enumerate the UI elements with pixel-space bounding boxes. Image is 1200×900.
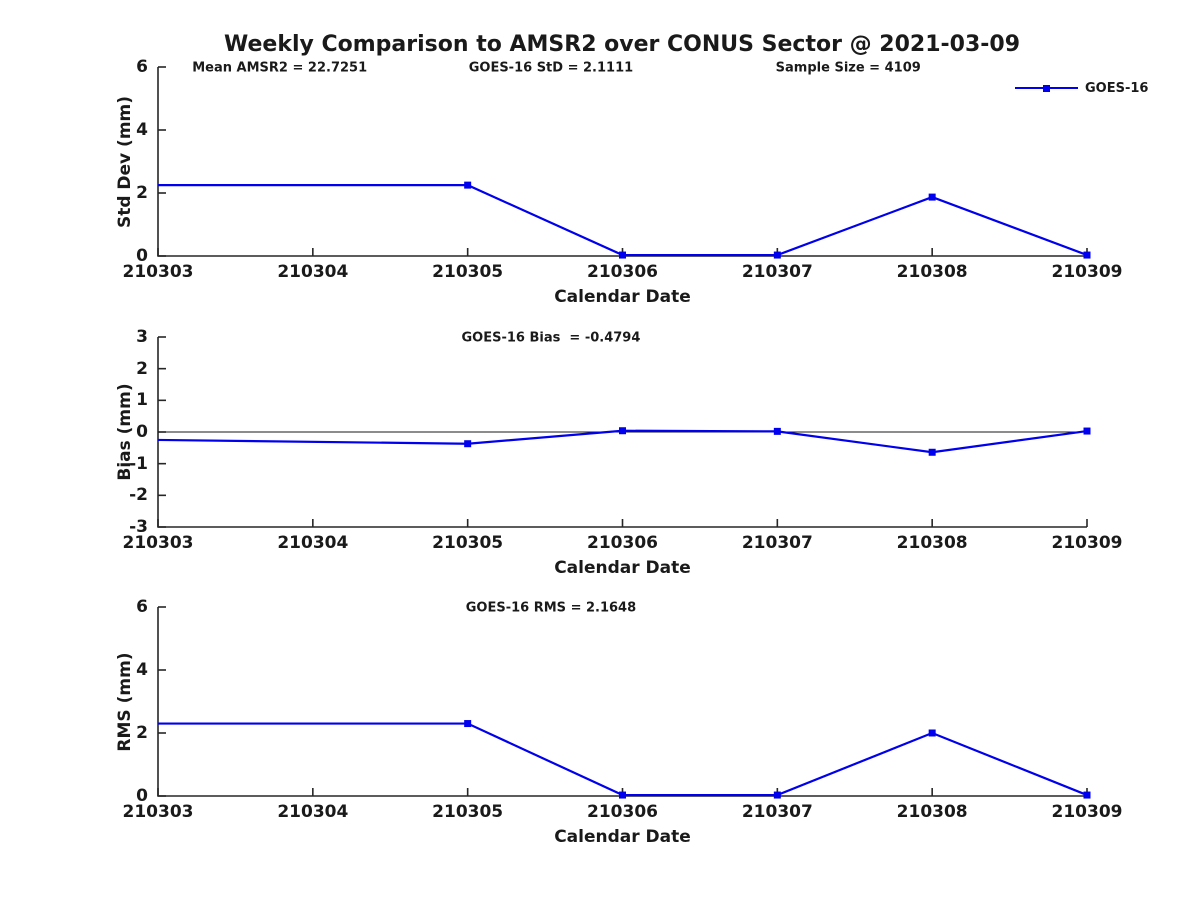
- y-axis-title: RMS (mm): [115, 651, 135, 752]
- x-tick-label: 210309: [1051, 262, 1123, 282]
- y-tick-label: -2: [129, 485, 148, 506]
- y-tick-label: 6: [136, 597, 148, 617]
- axes-spines: [157, 67, 1087, 257]
- x-tick-label: 210304: [277, 533, 349, 553]
- y-tick-label: 2: [136, 723, 148, 743]
- x-tick-label: 210306: [587, 533, 658, 553]
- x-tick-label: 210309: [1051, 802, 1123, 822]
- x-tick-label: 210307: [741, 262, 813, 282]
- annotation: Mean AMSR2 = 22.7251: [192, 60, 368, 76]
- data-point-marker: [619, 251, 626, 259]
- data-point-marker: [928, 193, 936, 201]
- axes-spines: [157, 607, 1087, 797]
- annotation: Sample Size = 4109: [775, 60, 921, 76]
- data-point-marker: [464, 440, 472, 448]
- data-point-marker: [619, 427, 626, 435]
- x-tick-label: 210305: [432, 802, 504, 822]
- data-point-marker: [619, 791, 626, 799]
- y-tick-label: 4: [136, 660, 148, 680]
- annotation: GOES-16 Bias = -0.4794: [461, 330, 641, 346]
- x-tick-label: 210308: [896, 802, 968, 822]
- data-point-marker: [928, 448, 936, 456]
- series-line: [158, 722, 1088, 797]
- y-tick-label: 0: [136, 246, 148, 266]
- y-axis-title: Bias (mm): [115, 383, 135, 481]
- x-tick-label: 210305: [432, 262, 504, 282]
- x-axis-title: Calendar Date: [554, 287, 691, 307]
- x-tick-label: 210303: [122, 802, 194, 822]
- annotation: GOES-16 StD = 2.1111: [468, 60, 634, 76]
- x-tick-label: 210303: [122, 533, 194, 553]
- data-point-marker: [464, 720, 472, 728]
- x-tick-label: 210306: [587, 802, 658, 822]
- chart-title: Weekly Comparison to AMSR2 over CONUS Se…: [224, 32, 1020, 57]
- y-tick-label: -3: [129, 517, 148, 537]
- x-tick-label: 210309: [1051, 533, 1123, 553]
- y-tick-label: 1: [136, 390, 148, 411]
- annotation: GOES-16 RMS = 2.1648: [465, 600, 637, 616]
- y-tick-label: -1: [129, 453, 148, 474]
- x-axis-title: Calendar Date: [554, 827, 691, 847]
- data-point-marker: [1083, 427, 1091, 435]
- data-point-marker: [1083, 251, 1091, 259]
- x-axis-title: Calendar Date: [554, 558, 691, 578]
- legend-line: [1015, 84, 1078, 92]
- y-tick-label: 0: [136, 786, 148, 806]
- data-point-marker: [773, 791, 781, 799]
- x-tick-label: 210304: [277, 262, 349, 282]
- y-tick-label: 0: [136, 422, 148, 442]
- series-line: [157, 429, 1088, 454]
- y-tick-label: 4: [136, 120, 148, 140]
- x-tick-label: 210303: [122, 262, 194, 282]
- series-line: [158, 184, 1088, 257]
- legend: GOES-16: [1015, 80, 1148, 96]
- x-tick-label: 210306: [587, 262, 658, 282]
- data-point-marker: [928, 729, 936, 737]
- x-tick-label: 210308: [896, 262, 968, 282]
- y-tick-label: 3: [136, 327, 148, 347]
- y-tick-label: 2: [136, 183, 148, 203]
- x-tick-label: 210304: [277, 802, 349, 822]
- y-tick-label: 2: [136, 358, 148, 379]
- data-point-marker: [464, 181, 472, 189]
- x-tick-label: 210307: [741, 533, 813, 553]
- y-tick-label: 6: [136, 57, 148, 77]
- data-point-marker: [773, 427, 781, 435]
- x-tick-label: 210307: [741, 802, 813, 822]
- legend-square-marker-icon: [1043, 84, 1050, 92]
- x-tick-label: 210305: [432, 533, 504, 553]
- x-tick-label: 210308: [896, 533, 968, 553]
- data-point-marker: [773, 251, 781, 259]
- data-point-marker: [1083, 791, 1091, 799]
- legend-label: GOES-16: [1085, 80, 1149, 96]
- y-axis-title: Std Dev (mm): [115, 95, 135, 228]
